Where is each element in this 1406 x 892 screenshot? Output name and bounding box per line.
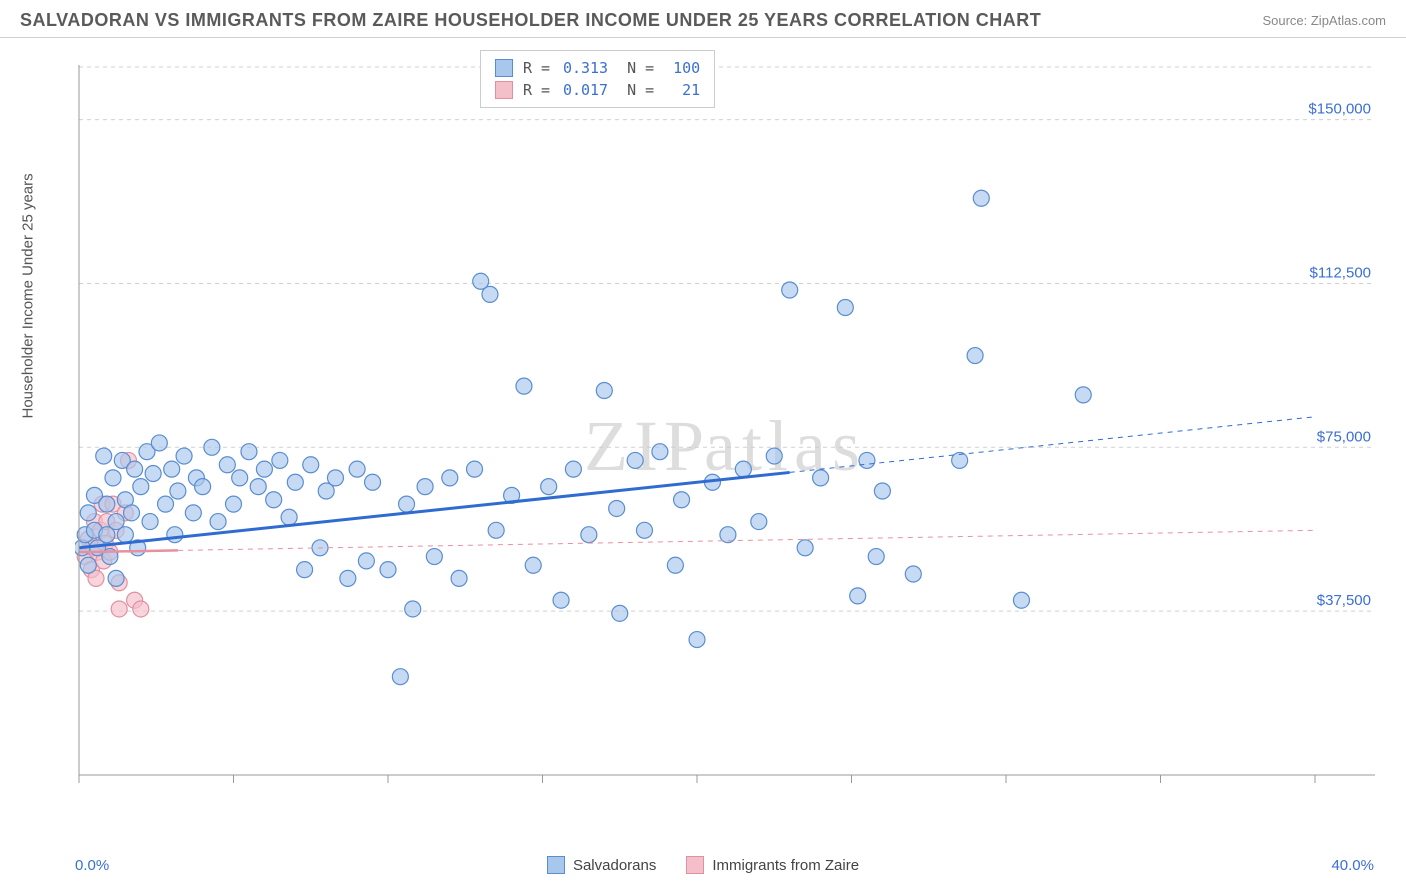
- swatch-blue-icon: [547, 856, 565, 874]
- swatch-pink-icon: [495, 81, 513, 99]
- swatch-pink-icon: [686, 856, 704, 874]
- x-min-label: 0.0%: [75, 857, 109, 874]
- x-max-label: 40.0%: [1331, 857, 1374, 874]
- legend-label-pink: Immigrants from Zaire: [712, 857, 859, 874]
- chart-header: SALVADORAN VS IMMIGRANTS FROM ZAIRE HOUS…: [0, 0, 1406, 38]
- scatter-plot: ZIPatlas $37,500$75,000$112,500$150,000: [75, 65, 1375, 815]
- chart-area: Householder Income Under 25 years ZIPatl…: [20, 50, 1386, 872]
- series-legend: 0.0% Salvadorans Immigrants from Zaire 4…: [20, 856, 1386, 874]
- svg-text:$37,500: $37,500: [1317, 592, 1371, 609]
- chart-source: Source: ZipAtlas.com: [1262, 13, 1386, 28]
- svg-text:$112,500: $112,500: [1310, 264, 1371, 281]
- stats-row-blue: R = 0.313 N = 100: [495, 57, 700, 79]
- y-axis-label: Householder Income Under 25 years: [20, 173, 37, 418]
- stats-legend: R = 0.313 N = 100 R = 0.017 N = 21: [480, 50, 715, 108]
- legend-item-pink: Immigrants from Zaire: [686, 856, 859, 874]
- legend-label-blue: Salvadorans: [573, 857, 656, 874]
- chart-title: SALVADORAN VS IMMIGRANTS FROM ZAIRE HOUS…: [20, 10, 1041, 31]
- stats-row-pink: R = 0.017 N = 21: [495, 79, 700, 101]
- legend-item-blue: Salvadorans: [547, 856, 656, 874]
- swatch-blue-icon: [495, 59, 513, 77]
- svg-text:$150,000: $150,000: [1308, 101, 1371, 118]
- svg-text:$75,000: $75,000: [1317, 428, 1371, 445]
